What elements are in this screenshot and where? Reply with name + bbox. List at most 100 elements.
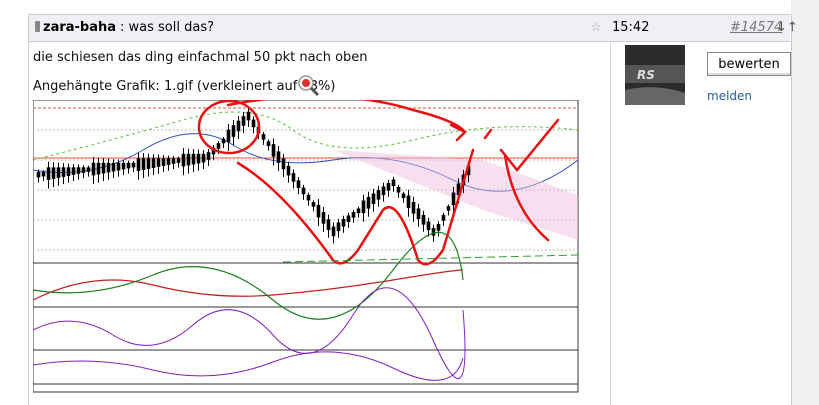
candle [306, 194, 311, 201]
candle [41, 171, 46, 177]
candle [116, 162, 121, 171]
candle [261, 134, 266, 140]
candle [176, 158, 181, 163]
author[interactable]: zara-baha [43, 20, 117, 35]
candle [66, 167, 71, 176]
candle [136, 158, 141, 171]
candle [106, 162, 111, 173]
attachment: Angehängte Grafik: 1.gif (verkleinert au… [33, 79, 335, 94]
candle [426, 221, 431, 231]
attached-image[interactable] [33, 100, 593, 394]
candle [226, 129, 231, 143]
candle [246, 111, 251, 121]
candle [236, 120, 241, 132]
candle [186, 153, 191, 166]
candle [131, 162, 136, 168]
candle [181, 153, 186, 167]
candle [421, 215, 426, 225]
attachment-label: Angehängte Grafik: [33, 79, 160, 94]
post-text: die schiesen das ding einfachmal 50 pkt … [33, 50, 368, 65]
candle [341, 219, 346, 227]
candle [61, 167, 66, 177]
candle [291, 173, 296, 182]
candle [391, 179, 396, 187]
candle [156, 158, 161, 167]
candle [241, 116, 246, 126]
candle [216, 143, 221, 149]
candle [351, 212, 356, 218]
post-number[interactable]: #14574 [730, 20, 783, 35]
candle [336, 222, 341, 232]
candle [296, 180, 301, 188]
svg-text:RS: RS [637, 68, 655, 82]
rate-button[interactable]: bewerten [707, 52, 791, 76]
subject: : was soll das? [120, 20, 214, 35]
nav[interactable]: ↓↑ [776, 20, 798, 35]
candle [316, 204, 321, 218]
candle [191, 153, 196, 165]
avatar[interactable]: RS [625, 45, 685, 105]
attachment-name[interactable]: 1.gif [163, 79, 193, 94]
post-header: zara-baha : was soll das? ☆ 15:42 #14574… [29, 14, 798, 42]
candle [411, 202, 416, 214]
candle [451, 192, 456, 206]
candle [381, 186, 386, 196]
candle [166, 158, 171, 165]
candle [311, 202, 316, 207]
candle [96, 162, 101, 175]
candle [436, 224, 441, 231]
candle [71, 167, 76, 175]
background [791, 0, 819, 405]
candle [76, 167, 81, 174]
candle [206, 152, 211, 160]
candle [376, 190, 381, 200]
candle [81, 167, 86, 173]
candle [346, 215, 351, 223]
candle [271, 144, 276, 157]
candle [121, 162, 126, 170]
candle [266, 141, 271, 146]
candle [56, 167, 61, 178]
candle [146, 158, 151, 169]
candle [366, 197, 371, 209]
candle [251, 119, 256, 128]
candle [276, 151, 281, 163]
candle [231, 125, 236, 137]
candle [91, 162, 96, 176]
candle [331, 226, 336, 237]
report-link[interactable]: melden [707, 89, 753, 103]
candle [161, 158, 166, 166]
candle [281, 158, 286, 170]
candle [201, 153, 206, 163]
candle [151, 158, 156, 168]
candle [326, 219, 331, 230]
candle [446, 206, 451, 211]
candle [111, 162, 116, 172]
icon [35, 21, 40, 32]
zoom-icon[interactable] [297, 74, 321, 98]
candle [171, 158, 176, 164]
star[interactable]: ☆ [590, 20, 602, 35]
candle [406, 195, 411, 209]
candle [371, 193, 376, 205]
candle [286, 165, 291, 176]
candle [431, 228, 436, 236]
candle [401, 193, 406, 199]
time: 15:42 [612, 20, 650, 35]
candle [416, 208, 421, 220]
candle [441, 215, 446, 221]
candle [396, 187, 401, 193]
candle [101, 162, 106, 174]
candle [301, 187, 306, 195]
post-frame [28, 14, 792, 405]
divider [610, 41, 611, 405]
candle [356, 208, 361, 214]
candle [196, 153, 201, 164]
candle [361, 200, 366, 214]
candle [86, 167, 91, 172]
candle [51, 167, 56, 179]
candle [46, 167, 51, 180]
candle [221, 138, 226, 144]
candle [126, 162, 131, 169]
